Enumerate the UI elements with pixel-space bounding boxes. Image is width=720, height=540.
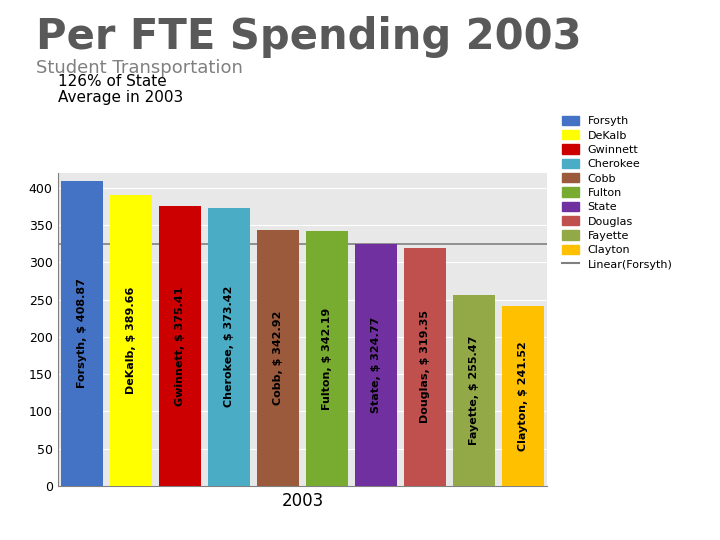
Text: State, $ 324.77: State, $ 324.77 [371, 317, 381, 413]
Bar [502, 306, 544, 486]
Text: Clayton, $ 241.52: Clayton, $ 241.52 [518, 341, 528, 451]
Text: Cobb, $ 342.92: Cobb, $ 342.92 [273, 311, 283, 406]
Legend: Forsyth, DeKalb, Gwinnett, Cherokee, Cobb, Fulton, State, Douglas, Fayette, Clay: Forsyth, DeKalb, Gwinnett, Cherokee, Cob… [560, 113, 675, 272]
Bar [159, 206, 201, 486]
Text: Fayette, $ 255.47: Fayette, $ 255.47 [469, 336, 479, 446]
Text: Per FTE Spending 2003: Per FTE Spending 2003 [36, 16, 582, 58]
Text: DeKalb, $ 389.66: DeKalb, $ 389.66 [126, 287, 136, 394]
Text: Douglas, $ 319.35: Douglas, $ 319.35 [420, 310, 430, 423]
Bar [306, 231, 348, 486]
Bar [404, 248, 446, 486]
Text: Average in 2003: Average in 2003 [58, 90, 183, 105]
Text: Forsyth, $ 408.87: Forsyth, $ 408.87 [77, 279, 87, 388]
Bar [61, 181, 103, 486]
Text: Cherokee, $ 373.42: Cherokee, $ 373.42 [224, 286, 234, 408]
X-axis label: 2003: 2003 [282, 491, 323, 510]
Bar [208, 207, 250, 486]
Text: Gwinnett, $ 375.41: Gwinnett, $ 375.41 [175, 286, 185, 406]
Text: Fulton, $ 342.19: Fulton, $ 342.19 [322, 307, 332, 409]
Bar [257, 230, 299, 486]
Text: Student Transportation: Student Transportation [36, 59, 243, 77]
Bar [453, 295, 495, 486]
Bar [355, 244, 397, 486]
Text: 126% of State: 126% of State [58, 74, 166, 89]
Bar [110, 195, 152, 486]
